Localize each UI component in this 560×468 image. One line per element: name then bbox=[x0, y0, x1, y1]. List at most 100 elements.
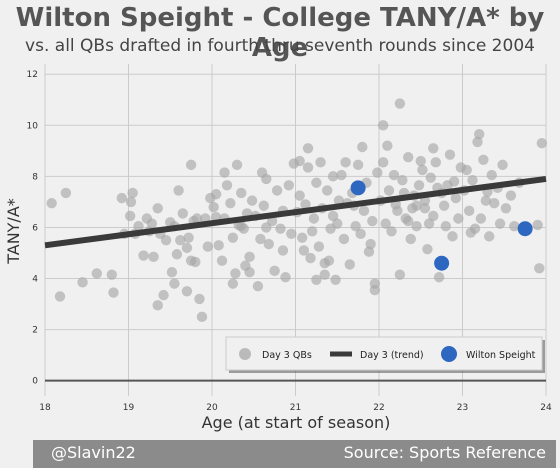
x-tick-label: 22 bbox=[373, 403, 384, 413]
data-point bbox=[411, 220, 422, 232]
y-tick-label: 12 bbox=[27, 70, 38, 80]
data-point bbox=[127, 187, 138, 199]
data-point bbox=[388, 169, 400, 181]
data-point bbox=[311, 274, 322, 285]
data-point bbox=[171, 249, 183, 260]
data-point bbox=[536, 137, 548, 149]
data-point bbox=[177, 208, 188, 219]
data-point bbox=[210, 189, 222, 200]
data-point bbox=[125, 196, 137, 208]
data-point bbox=[240, 260, 251, 271]
data-point bbox=[355, 228, 366, 240]
footer-handle: @Slavin22 bbox=[51, 443, 136, 462]
data-point bbox=[311, 177, 322, 188]
data-point bbox=[227, 278, 239, 289]
data-point bbox=[190, 256, 201, 268]
data-point bbox=[430, 157, 441, 168]
data-point bbox=[358, 205, 370, 217]
data-point bbox=[478, 154, 489, 165]
data-point bbox=[124, 210, 136, 222]
data-point bbox=[405, 233, 416, 245]
data-point bbox=[444, 149, 456, 160]
data-point bbox=[152, 300, 163, 311]
data-point bbox=[461, 164, 472, 176]
data-point bbox=[158, 289, 169, 301]
data-point bbox=[419, 203, 431, 214]
data-point bbox=[447, 231, 458, 242]
y-tick-label: 0 bbox=[32, 377, 38, 387]
data-point bbox=[367, 215, 378, 227]
data-point bbox=[208, 201, 219, 213]
data-point bbox=[465, 227, 477, 238]
data-point bbox=[319, 258, 330, 269]
data-point bbox=[489, 197, 500, 209]
data-point bbox=[286, 228, 297, 240]
data-point bbox=[480, 195, 492, 206]
data-point bbox=[307, 226, 318, 237]
data-point bbox=[509, 220, 520, 232]
trend-line-segment bbox=[44, 175, 547, 249]
data-point bbox=[231, 159, 243, 171]
data-point bbox=[428, 143, 439, 154]
data-point bbox=[269, 265, 280, 277]
y-axis-label: TANY/A* bbox=[4, 198, 23, 265]
data-point bbox=[183, 232, 194, 243]
data-point bbox=[413, 180, 425, 191]
data-point bbox=[202, 241, 214, 252]
data-point bbox=[236, 187, 247, 199]
data-point bbox=[380, 218, 391, 229]
data-point bbox=[283, 180, 295, 191]
data-point bbox=[275, 223, 286, 234]
data-point bbox=[302, 162, 314, 173]
data-point bbox=[463, 205, 475, 217]
y-tick-label: 6 bbox=[32, 223, 38, 233]
data-point bbox=[486, 169, 497, 181]
data-point bbox=[377, 157, 389, 168]
data-point bbox=[216, 255, 228, 266]
data-point bbox=[255, 233, 266, 245]
data-point bbox=[382, 140, 393, 151]
data-point bbox=[305, 252, 316, 264]
data-point bbox=[173, 185, 184, 196]
data-point bbox=[256, 167, 268, 178]
data-point bbox=[294, 190, 305, 201]
y-tick-label: 8 bbox=[32, 172, 38, 182]
data-point bbox=[383, 185, 395, 196]
data-point bbox=[175, 235, 186, 246]
data-point bbox=[277, 245, 289, 256]
data-point bbox=[77, 277, 88, 288]
data-point bbox=[258, 200, 269, 211]
data-point bbox=[433, 272, 445, 283]
data-point bbox=[386, 226, 397, 237]
x-tick-label: 23 bbox=[457, 403, 468, 413]
data-point bbox=[246, 195, 258, 206]
data-point bbox=[327, 210, 339, 222]
data-point bbox=[500, 203, 512, 214]
data-point bbox=[315, 157, 326, 168]
data-point bbox=[230, 268, 241, 279]
data-point bbox=[138, 250, 149, 261]
data-point bbox=[377, 120, 389, 131]
data-point bbox=[225, 197, 236, 209]
data-point bbox=[497, 159, 508, 171]
legend-label-highlight: Wilton Speight bbox=[466, 350, 536, 361]
data-point bbox=[327, 171, 339, 182]
data-point bbox=[475, 213, 487, 224]
data-point bbox=[340, 157, 351, 168]
data-point bbox=[181, 286, 193, 297]
data-point bbox=[294, 155, 305, 167]
data-point bbox=[308, 213, 320, 224]
data-point bbox=[219, 167, 230, 178]
data-point bbox=[394, 98, 406, 109]
data-point bbox=[146, 218, 158, 229]
data-point bbox=[484, 231, 495, 242]
y-tick-label: 10 bbox=[27, 121, 39, 131]
data-point bbox=[152, 203, 163, 214]
data-point bbox=[403, 215, 414, 227]
data-point bbox=[261, 222, 272, 233]
data-point bbox=[280, 272, 291, 283]
data-point bbox=[60, 187, 72, 199]
legend-label-day3: Day 3 QBs bbox=[262, 350, 312, 361]
x-tick-label: 19 bbox=[123, 403, 135, 413]
data-point bbox=[336, 169, 347, 181]
